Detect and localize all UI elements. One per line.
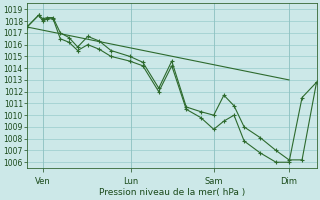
X-axis label: Pression niveau de la mer( hPa ): Pression niveau de la mer( hPa ): [99, 188, 245, 197]
